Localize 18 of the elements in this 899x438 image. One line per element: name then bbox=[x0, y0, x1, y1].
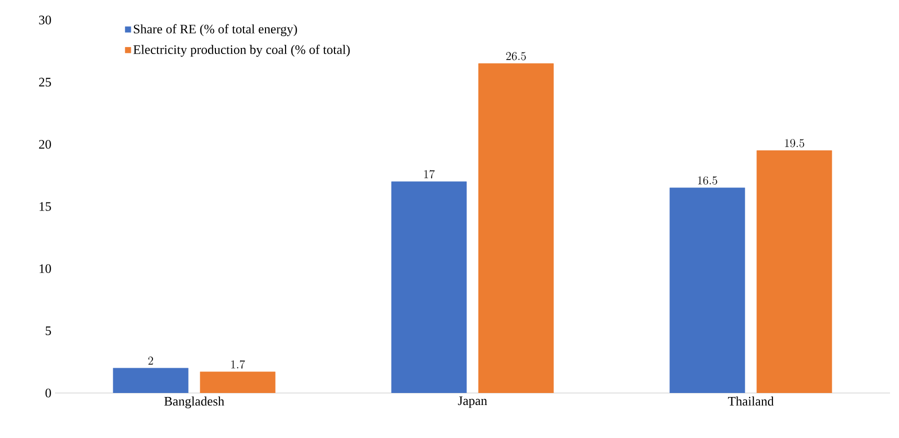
data-label: 2 bbox=[148, 356, 154, 365]
data-label: 19.5 bbox=[785, 139, 804, 148]
legend-label: Electricity production by coal (% of total) bbox=[133, 44, 350, 57]
legend-label: Share of RE (% of total energy) bbox=[134, 24, 297, 36]
data-label: 26.5 bbox=[506, 52, 526, 60]
data-label: 17 bbox=[424, 170, 435, 178]
y-tick-label: 0 bbox=[46, 388, 51, 398]
x-tick-label: Bangladesh bbox=[164, 396, 224, 408]
y-tick-label: 25 bbox=[39, 78, 51, 87]
y-tick-label: 5 bbox=[46, 326, 51, 336]
y-tick-label: 30 bbox=[39, 16, 51, 24]
x-tick-label: Thailand bbox=[728, 396, 774, 406]
data-label: 1 .7 bbox=[231, 360, 245, 369]
y-tick-label: 20 bbox=[39, 140, 51, 149]
y-tick-label: 15 bbox=[40, 202, 51, 211]
y-tick-label: 10 bbox=[40, 264, 51, 274]
x-tick-label: Japan bbox=[458, 396, 488, 408]
data-label: 16.5 bbox=[698, 176, 718, 185]
